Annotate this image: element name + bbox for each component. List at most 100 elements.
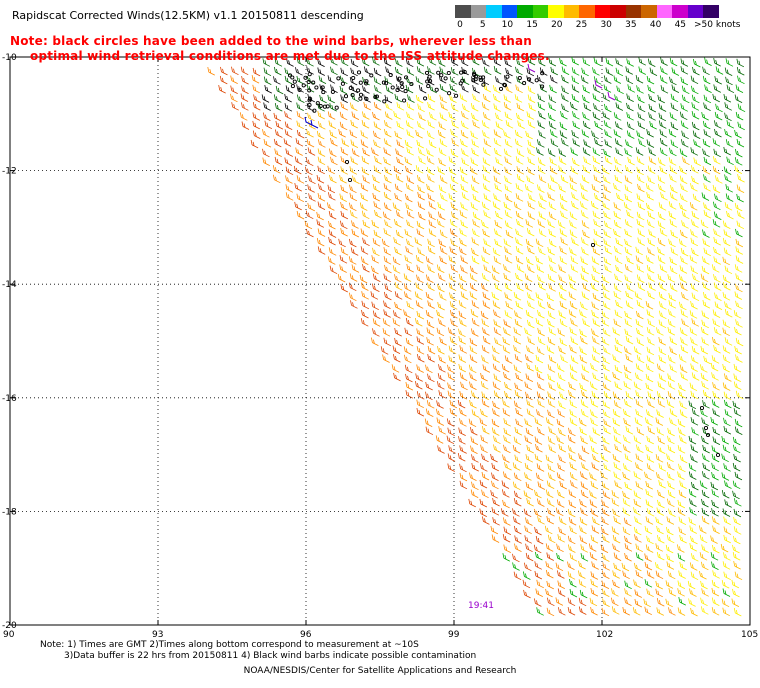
colorbar-swatch — [563, 5, 580, 18]
contamination-circle — [498, 86, 504, 91]
contamination-note: Note: black circles have been added to t… — [10, 34, 550, 64]
contamination-circle — [395, 87, 400, 93]
colorbar-swatch — [703, 5, 719, 18]
colorbar-label: 30 — [600, 20, 612, 30]
colorbar-label: 0 — [457, 20, 463, 30]
contamination-circle — [320, 85, 325, 90]
contamination-circle — [340, 81, 345, 86]
contamination-circle — [447, 91, 452, 96]
contamination-circle — [292, 79, 297, 84]
colorbar-label: 15 — [526, 20, 538, 30]
contamination-circle — [356, 70, 362, 75]
contamination-circle — [540, 84, 545, 89]
contamination-circle — [522, 81, 527, 86]
lat-label: -10 — [2, 53, 17, 63]
lon-label: 93 — [152, 630, 163, 640]
colorbar-label: 20 — [551, 20, 563, 30]
colorbar-swatch — [672, 5, 688, 18]
contamination-circle — [297, 87, 302, 92]
contamination-circle — [446, 70, 451, 76]
contamination-circle — [318, 103, 323, 109]
contamination-circle — [473, 74, 478, 79]
contamination-circle — [334, 105, 339, 110]
contamination-circle — [356, 88, 361, 93]
contamination-circle — [400, 84, 405, 90]
colorbar-swatch — [548, 5, 564, 18]
wind-barb — [594, 79, 603, 89]
contamination-circle — [307, 98, 312, 103]
wind-barb-group — [261, 57, 558, 112]
contamination-circle — [307, 102, 312, 108]
contamination-circle — [436, 70, 441, 75]
contamination-circle — [347, 177, 353, 183]
wind-barb — [304, 116, 313, 126]
lat-label: -20 — [2, 621, 17, 631]
contamination-circle — [478, 75, 483, 80]
contamination-circle — [403, 89, 408, 94]
contamination-circle — [384, 81, 389, 86]
colorbar-swatch — [517, 5, 533, 18]
contamination-circle — [311, 80, 316, 85]
contamination-circle — [358, 96, 363, 101]
contamination-circle — [458, 81, 463, 86]
contamination-circle — [703, 425, 709, 431]
lat-label: -18 — [2, 507, 17, 517]
contamination-circle — [425, 79, 430, 84]
contamination-circle — [426, 84, 431, 89]
contamination-circle — [699, 405, 705, 411]
contamination-circle — [343, 94, 349, 99]
contamination-circle — [462, 69, 467, 75]
note-line-1: Note: black circles have been added to t… — [10, 34, 533, 48]
contamination-circle — [381, 80, 386, 85]
contamination-circle — [321, 90, 326, 95]
contamination-circle — [307, 88, 312, 93]
contamination-circle — [473, 77, 478, 82]
wind-barbs-layer — [207, 56, 746, 617]
contamination-circle — [358, 80, 363, 85]
contamination-circle — [502, 82, 507, 87]
contamination-circle — [390, 85, 395, 90]
colorbar-label: 25 — [575, 20, 588, 30]
contamination-circle — [364, 81, 369, 86]
lat-label: -12 — [2, 167, 17, 177]
contamination-circle — [358, 92, 364, 97]
contamination-circle — [478, 77, 483, 82]
colorbar-swatch — [579, 5, 595, 18]
contamination-circle — [404, 75, 409, 80]
lat-label: -16 — [2, 394, 17, 404]
contamination-circle — [364, 79, 369, 84]
contamination-circle — [373, 94, 378, 100]
contamination-circle — [336, 76, 341, 81]
contamination-circle — [290, 75, 295, 80]
contamination-circle — [472, 71, 477, 76]
map-title: Rapidscat Corrected Winds(12.5KM) v1.1 2… — [12, 9, 364, 22]
contamination-circle — [287, 73, 293, 78]
colorbar-swatch — [594, 5, 611, 18]
contamination-circle — [351, 75, 356, 81]
footer-line-1: Note: 1) Times are GMT 2)Times along bot… — [40, 640, 419, 650]
wind-barb-group — [262, 56, 745, 518]
contamination-circle — [382, 99, 387, 104]
contamination-circle — [388, 72, 393, 78]
contamination-circle — [290, 84, 295, 89]
lon-label: 99 — [448, 630, 460, 640]
lon-label: 102 — [596, 630, 613, 640]
contamination-circle — [443, 76, 448, 81]
contamination-circle — [330, 89, 335, 94]
contamination-circle — [423, 96, 428, 101]
lon-label: 90 — [3, 630, 15, 640]
contamination-circle — [344, 159, 350, 165]
map-frame — [9, 56, 751, 626]
contamination-circle — [715, 452, 721, 458]
colorbar-label: 40 — [649, 20, 662, 30]
contamination-circle — [350, 92, 355, 98]
colorbar-swatch — [486, 5, 502, 18]
contamination-circle — [314, 85, 319, 90]
contamination-circle — [481, 75, 486, 80]
wind-barb — [607, 91, 616, 101]
contamination-circle — [424, 70, 430, 75]
colorbar-swatch — [532, 5, 549, 18]
colorbar-swatch — [641, 5, 657, 18]
contamination-circle — [397, 76, 402, 81]
